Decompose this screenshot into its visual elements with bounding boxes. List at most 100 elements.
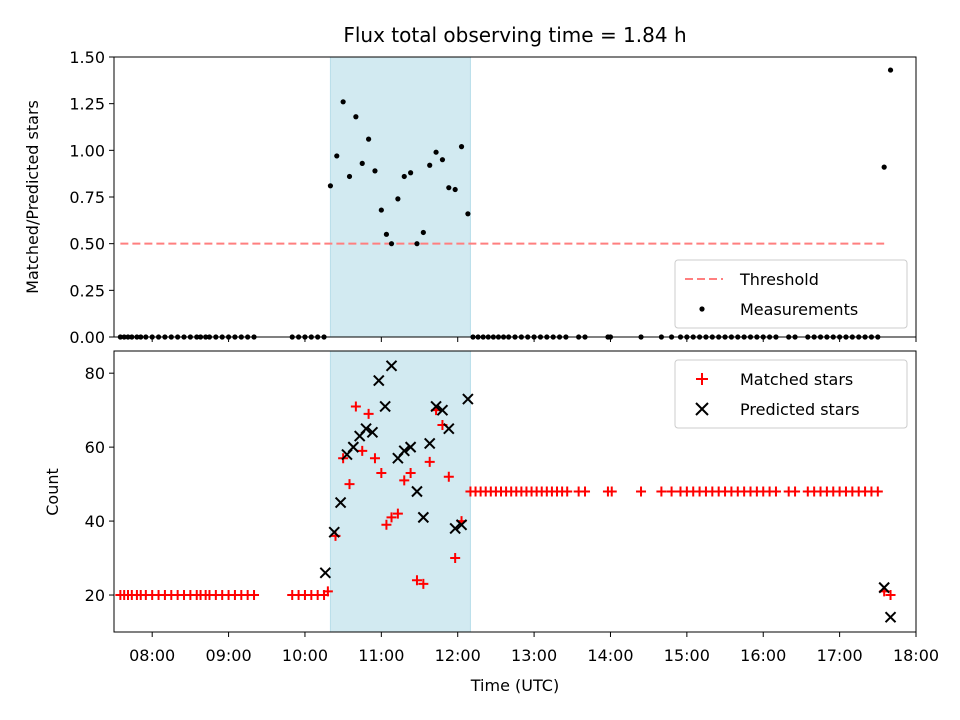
matched-stars-point: [450, 553, 461, 564]
x-tick-label: 13:00: [511, 646, 557, 665]
measurements-point: [427, 162, 433, 168]
measurements-point: [439, 157, 446, 163]
measurements-point: [887, 67, 894, 73]
predicted-stars-point: [462, 393, 474, 405]
predicted-stars-point: [328, 526, 340, 538]
legend-box: [674, 259, 908, 329]
x-axis-label: Time (UTC): [470, 676, 559, 695]
matched-stars-point: [411, 575, 422, 586]
measurements-point: [388, 241, 395, 247]
matched-stars-point: [872, 486, 883, 497]
x-tick-label: 11:00: [358, 646, 404, 665]
matched-stars-point: [344, 479, 355, 490]
matched-stars-point: [770, 486, 781, 497]
measurements-point: [334, 153, 340, 159]
y-tick-label: 80: [85, 364, 105, 383]
x-tick-label: 12:00: [435, 646, 481, 665]
y-tick-label: 1.50: [69, 48, 105, 67]
matched-stars-point: [350, 401, 361, 412]
predicted-stars-point: [379, 400, 391, 413]
legend-box: [674, 359, 908, 429]
predicted-stars-point: [884, 611, 897, 623]
predicted-stars-point: [424, 437, 436, 450]
predicted-stars-point: [334, 496, 347, 509]
measurements-point: [420, 229, 426, 236]
matched-stars-point: [562, 486, 573, 497]
predicted-stars-point: [436, 404, 449, 416]
measurements-point: [881, 164, 887, 170]
matched-stars-point: [381, 519, 392, 530]
predicted-stars-point: [417, 511, 430, 524]
matched-stars-point: [656, 486, 667, 497]
y-tick-label: 0.25: [69, 281, 105, 300]
matched-stars-point: [249, 590, 260, 601]
matched-stars-point: [405, 468, 416, 479]
predicted-stars-point: [411, 485, 423, 498]
matched-stars-point: [424, 456, 435, 467]
measurements-point: [446, 185, 452, 191]
matched-stars-point: [443, 471, 454, 482]
predicted-stars-point: [449, 522, 461, 535]
axes-frame: [113, 350, 917, 633]
y-tick-label: 1.00: [69, 141, 105, 160]
measurements-point: [395, 196, 401, 202]
measurements-point: [346, 173, 353, 180]
x-tick-label: 09:00: [206, 646, 252, 665]
y-tick-label: 20: [85, 586, 105, 605]
predicted-stars-point: [404, 441, 417, 453]
predicted-stars-point: [373, 374, 385, 387]
x-tick-label: 08:00: [129, 646, 175, 665]
measurements-point: [327, 183, 334, 189]
y-tick-label: 0.00: [69, 328, 105, 347]
matched-stars-point: [376, 468, 387, 479]
measurements-point: [353, 114, 359, 120]
legend-swatch: [696, 373, 708, 385]
y-tick-label: 1.25: [69, 95, 105, 114]
measurements-point: [452, 186, 458, 193]
x-tick-label: 17:00: [817, 646, 863, 665]
matched-stars-point: [392, 508, 403, 519]
measurements-point: [366, 136, 372, 142]
matched-stars-point: [885, 590, 896, 601]
matched-stars-point: [363, 408, 374, 419]
legend: Threshold Measurements: [674, 259, 908, 329]
measurements-point: [408, 170, 414, 176]
ratio-panel: 0.00 0.25 0.50 0.75 1.00 1.25 1.50 Threshold Mea…: [69, 48, 917, 347]
y-tick-label: 0.75: [69, 188, 105, 207]
measurements-point: [458, 144, 465, 150]
predicted-stars-point: [443, 422, 455, 435]
measurements-point: [383, 231, 390, 237]
bottom-y-axis-label: Count: [43, 468, 62, 516]
predicted-stars-point: [878, 581, 890, 594]
measurements-point: [378, 207, 384, 213]
measurements-point: [340, 99, 346, 105]
legend-swatch: [695, 402, 709, 416]
matched-stars-point: [580, 486, 591, 497]
legend-label: Threshold: [739, 270, 819, 289]
matched-stars-point: [666, 486, 677, 497]
predicted-stars-point: [319, 567, 332, 579]
y-tick-label: 0.50: [69, 235, 105, 254]
matched-stars-point: [418, 578, 429, 589]
measurements-point: [414, 241, 420, 247]
shaded-region: [329, 56, 471, 338]
y-tick-label: 40: [85, 512, 105, 531]
x-tick-label: 14:00: [587, 646, 633, 665]
x-tick-label: 16:00: [740, 646, 786, 665]
x-tick-label: 10:00: [282, 646, 328, 665]
predicted-stars-point: [430, 400, 442, 413]
legend-label: Predicted stars: [740, 400, 860, 419]
measurements-point: [465, 211, 471, 217]
top-y-axis-label: Matched/Predicted stars: [23, 100, 42, 294]
chart-title: Flux total observing time = 1.84 h: [343, 23, 686, 47]
legend-label: Matched stars: [740, 370, 853, 389]
matched-stars-point: [790, 486, 801, 497]
measurements-point: [372, 168, 378, 174]
matched-stars-point: [636, 486, 647, 497]
x-tick-label: 18:00: [893, 646, 939, 665]
predicted-stars-point: [398, 445, 410, 457]
matched-stars-point: [606, 486, 617, 497]
matched-stars-point: [369, 453, 380, 464]
measurements-point: [359, 160, 365, 166]
